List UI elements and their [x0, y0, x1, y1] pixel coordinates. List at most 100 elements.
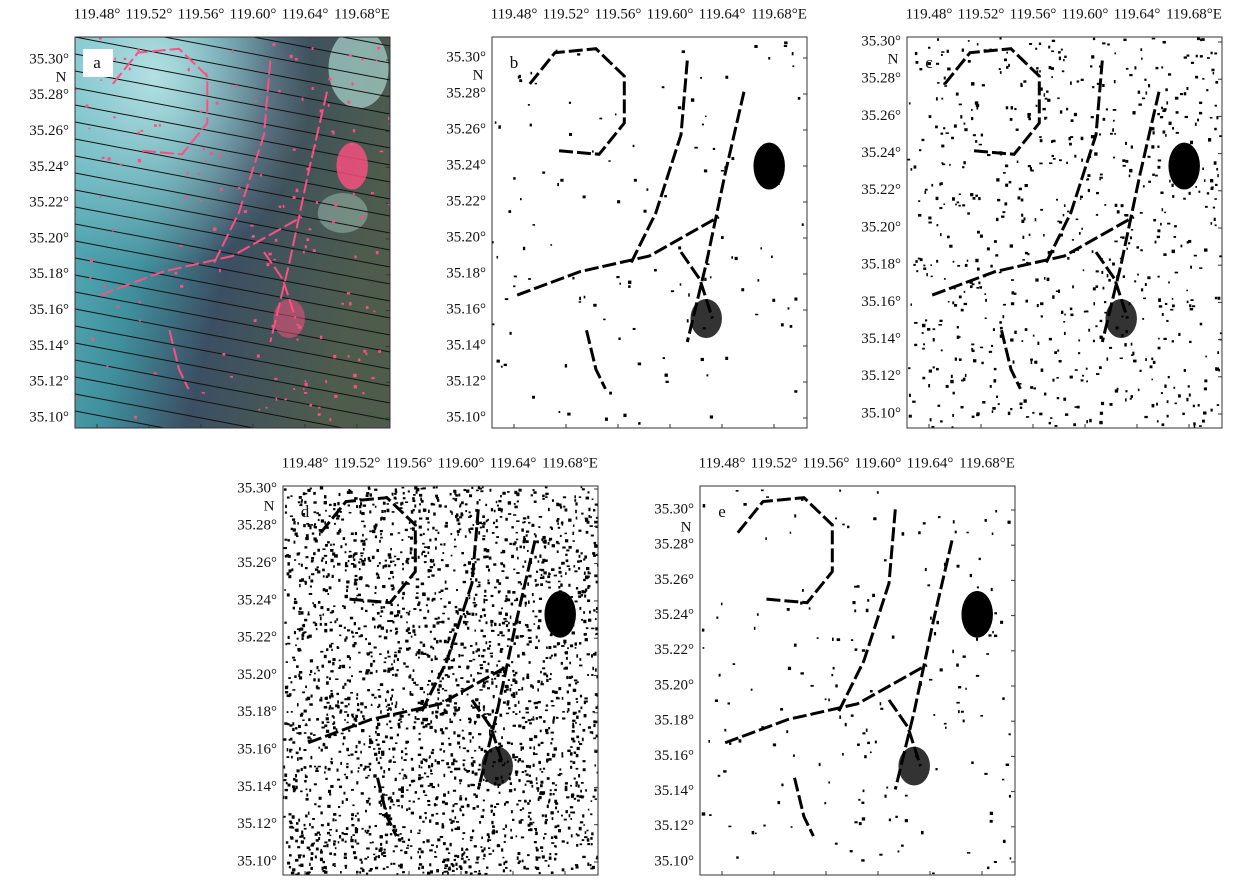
- speckle: [575, 781, 577, 784]
- speckle: [355, 751, 358, 753]
- speckle: [583, 558, 585, 560]
- speckle: [390, 571, 393, 574]
- speckle: [325, 561, 327, 564]
- speckle: [575, 785, 577, 787]
- speckle: [1081, 159, 1083, 162]
- speckle: [432, 749, 434, 751]
- speckle: [493, 761, 496, 763]
- x-tick-label: 119.64°: [490, 455, 537, 471]
- speckle: [442, 823, 444, 826]
- speckle: [304, 828, 307, 830]
- speckle: [314, 523, 316, 525]
- speckle: [1044, 93, 1046, 96]
- speckle: [476, 490, 479, 492]
- speckle: [798, 97, 801, 100]
- speckle: [587, 843, 590, 845]
- x-tick-label: 119.68°E: [334, 6, 390, 22]
- speckle: [559, 618, 562, 620]
- speckle: [1093, 340, 1095, 342]
- speckle: [491, 681, 493, 684]
- speckle: [1187, 301, 1189, 303]
- speckle: [304, 732, 307, 734]
- speckle: [401, 539, 403, 541]
- speckle: [457, 611, 459, 614]
- speckle: [455, 760, 457, 762]
- speckle: [994, 240, 997, 243]
- speckle: [414, 520, 416, 523]
- speckle: [476, 650, 478, 652]
- speckle: [364, 858, 367, 860]
- speckle: [329, 677, 331, 680]
- speckle: [378, 695, 381, 698]
- speckle: [579, 297, 581, 300]
- speckle: [594, 764, 596, 766]
- speckle: [495, 746, 497, 748]
- speckle: [1162, 313, 1164, 316]
- speckle: [361, 512, 364, 515]
- speckle: [552, 754, 555, 756]
- speckle: [392, 621, 394, 623]
- speckle: [442, 712, 445, 715]
- map-image: [492, 37, 807, 428]
- speckle: [351, 813, 354, 816]
- speckle: [451, 666, 454, 669]
- speckle: [402, 563, 404, 565]
- speckle: [435, 797, 438, 800]
- speckle: [325, 697, 328, 700]
- speckle: [307, 636, 310, 639]
- speckle: [463, 747, 466, 749]
- speckle: [463, 860, 466, 863]
- speckle: [324, 521, 326, 524]
- speckle: [517, 557, 519, 560]
- speckle: [584, 555, 587, 558]
- speckle: [420, 747, 423, 750]
- speckle: [1189, 393, 1191, 396]
- speckle: [1075, 369, 1078, 371]
- speckle: [1136, 246, 1139, 248]
- speckle: [188, 68, 190, 71]
- speckle: [309, 823, 311, 826]
- map-image: [75, 0, 392, 488]
- speckle: [235, 85, 237, 88]
- speckle: [501, 736, 503, 739]
- speckle: [1161, 107, 1163, 110]
- speckle: [401, 805, 403, 808]
- speckle: [363, 540, 365, 543]
- speckle: [554, 800, 557, 803]
- speckle: [335, 847, 337, 849]
- speckle: [353, 564, 356, 567]
- speckle: [351, 846, 354, 848]
- speckle: [1165, 303, 1167, 305]
- speckle: [505, 518, 507, 521]
- speckle: [322, 569, 325, 572]
- speckle: [509, 789, 512, 792]
- speckle: [581, 594, 583, 596]
- speckle: [336, 728, 338, 731]
- speckle: [940, 133, 943, 135]
- speckle: [392, 576, 394, 578]
- speckle: [487, 687, 490, 689]
- speckle: [1164, 384, 1166, 387]
- speckle: [402, 708, 404, 710]
- speckle: [505, 867, 508, 869]
- speckle: [549, 624, 551, 626]
- speckle: [576, 736, 579, 739]
- speckle: [350, 692, 353, 694]
- speckle: [582, 738, 584, 741]
- speckle: [547, 581, 550, 583]
- speckle: [397, 610, 400, 613]
- speckle: [420, 534, 423, 536]
- speckle: [520, 809, 522, 811]
- speckle: [369, 826, 371, 829]
- speckle: [284, 722, 287, 725]
- speckle: [480, 846, 482, 848]
- speckle: [1061, 234, 1063, 237]
- speckle: [562, 717, 565, 719]
- speckle: [518, 725, 521, 728]
- speckle: [499, 714, 502, 717]
- speckle: [331, 649, 333, 651]
- speckle: [435, 618, 437, 620]
- speckle: [1129, 175, 1131, 178]
- speckle: [292, 741, 295, 743]
- speckle: [504, 364, 507, 366]
